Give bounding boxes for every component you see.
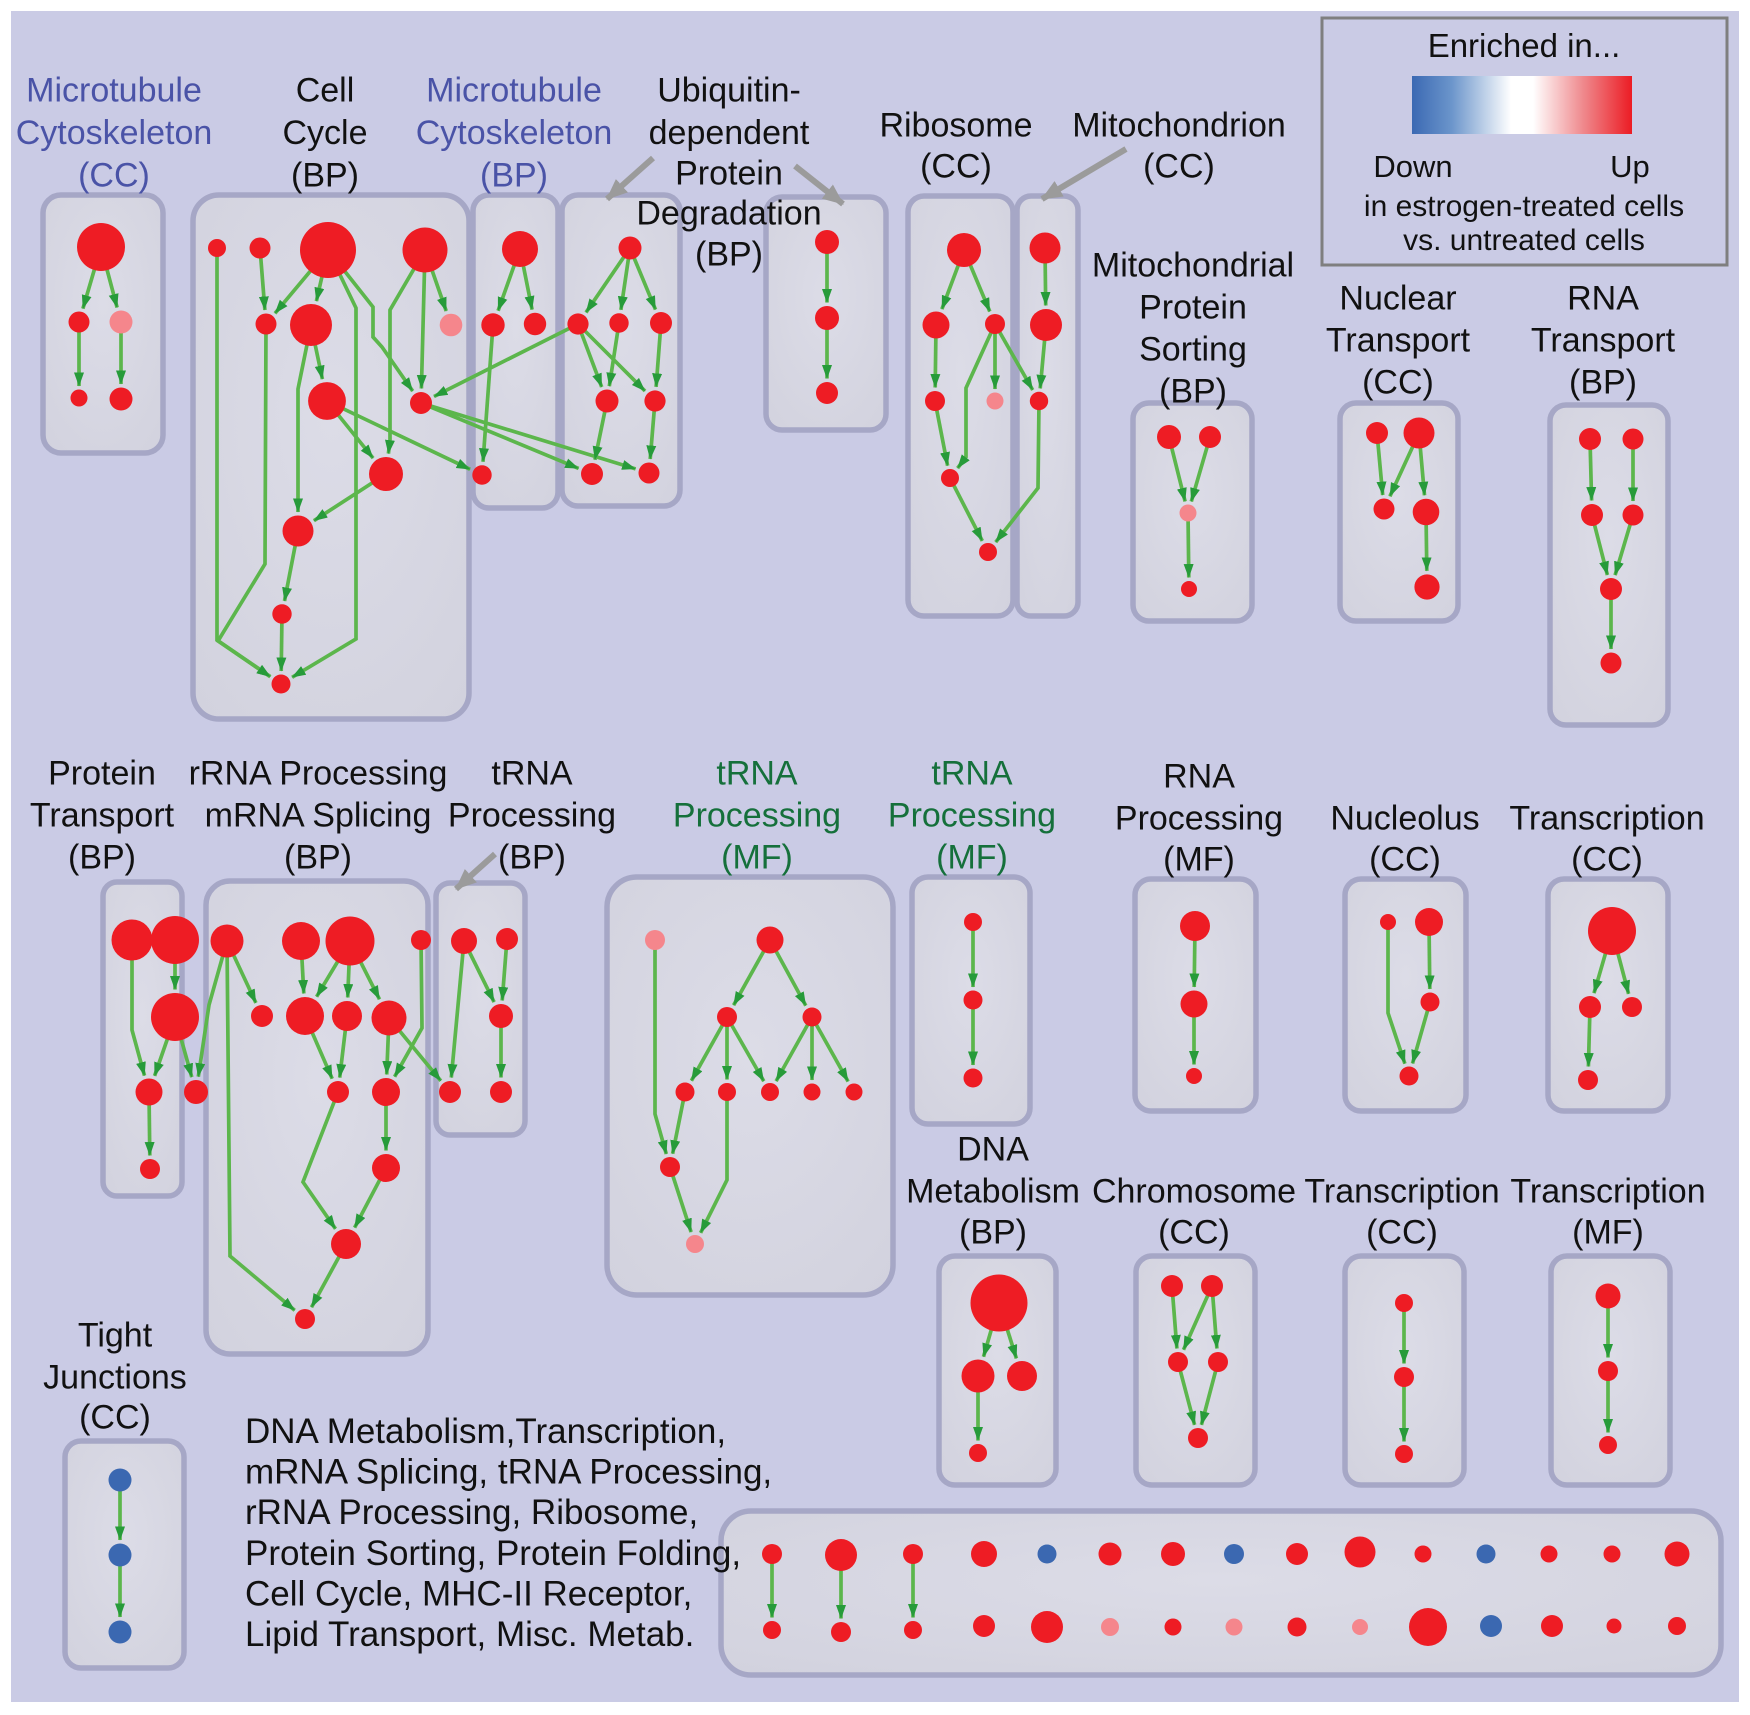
svg-text:(CC): (CC) xyxy=(1143,148,1215,186)
svg-text:(BP): (BP) xyxy=(1569,364,1637,402)
svg-text:(CC): (CC) xyxy=(1571,841,1643,879)
svg-text:Degradation: Degradation xyxy=(636,195,821,233)
svg-text:DNA Metabolism,Transcription,: DNA Metabolism,Transcription, xyxy=(245,1412,726,1451)
svg-text:Transport: Transport xyxy=(30,797,175,835)
svg-text:(BP): (BP) xyxy=(480,157,548,195)
svg-text:(CC): (CC) xyxy=(920,148,992,186)
svg-text:(BP): (BP) xyxy=(68,839,136,877)
svg-text:Microtubule: Microtubule xyxy=(26,72,202,110)
svg-text:DNA: DNA xyxy=(957,1131,1029,1169)
svg-text:Cell Cycle, MHC-II Receptor,: Cell Cycle, MHC-II Receptor, xyxy=(245,1574,692,1613)
svg-text:(CC): (CC) xyxy=(1158,1214,1230,1252)
svg-text:Mitochondrial: Mitochondrial xyxy=(1092,247,1294,285)
svg-text:Protein: Protein xyxy=(1139,289,1247,327)
svg-text:(MF): (MF) xyxy=(721,839,793,877)
svg-text:Lipid Transport, Misc. Metab.: Lipid Transport, Misc. Metab. xyxy=(245,1615,694,1654)
svg-text:Transcription: Transcription xyxy=(1304,1173,1499,1211)
svg-text:Cell: Cell xyxy=(296,72,355,110)
svg-text:vs. untreated cells: vs. untreated cells xyxy=(1403,224,1645,257)
svg-text:Nucleolus: Nucleolus xyxy=(1330,800,1479,838)
svg-text:(CC): (CC) xyxy=(79,1399,151,1437)
svg-text:(BP): (BP) xyxy=(959,1214,1027,1252)
svg-text:Transcription: Transcription xyxy=(1509,800,1704,838)
svg-text:(BP): (BP) xyxy=(1159,373,1227,411)
svg-text:Enriched in...: Enriched in... xyxy=(1428,27,1621,64)
svg-text:in estrogen-treated cells: in estrogen-treated cells xyxy=(1364,190,1684,223)
svg-text:tRNA: tRNA xyxy=(716,755,798,793)
svg-text:(BP): (BP) xyxy=(695,236,763,274)
svg-text:Processing: Processing xyxy=(673,797,841,835)
svg-text:(MF): (MF) xyxy=(936,839,1008,877)
svg-text:Ribosome: Ribosome xyxy=(879,107,1032,145)
svg-text:RNA: RNA xyxy=(1163,758,1235,796)
svg-text:Metabolism: Metabolism xyxy=(906,1173,1080,1211)
svg-text:Chromosome: Chromosome xyxy=(1092,1173,1296,1211)
svg-text:(CC): (CC) xyxy=(1369,841,1441,879)
svg-text:(CC): (CC) xyxy=(1362,364,1434,402)
svg-text:Transport: Transport xyxy=(1326,322,1471,360)
svg-text:(BP): (BP) xyxy=(291,157,359,195)
svg-text:Ubiquitin-: Ubiquitin- xyxy=(657,72,801,110)
svg-text:Processing: Processing xyxy=(888,797,1056,835)
svg-text:Mitochondrion: Mitochondrion xyxy=(1072,107,1286,145)
svg-text:rRNA Processing, Ribosome,: rRNA Processing, Ribosome, xyxy=(245,1493,698,1532)
svg-text:Sorting: Sorting xyxy=(1139,331,1247,369)
svg-text:Cycle: Cycle xyxy=(282,114,367,152)
svg-text:Junctions: Junctions xyxy=(43,1359,187,1397)
svg-text:(BP): (BP) xyxy=(284,839,352,877)
svg-text:Cytoskeleton: Cytoskeleton xyxy=(16,114,213,152)
svg-text:dependent: dependent xyxy=(649,114,810,152)
svg-text:mRNA Splicing: mRNA Splicing xyxy=(205,797,432,835)
svg-text:Transcription: Transcription xyxy=(1510,1173,1705,1211)
svg-text:Microtubule: Microtubule xyxy=(426,72,602,110)
svg-text:Processing: Processing xyxy=(1115,800,1283,838)
svg-text:rRNA Processing: rRNA Processing xyxy=(189,755,448,793)
svg-text:RNA: RNA xyxy=(1567,280,1639,318)
svg-text:mRNA Splicing, tRNA Processing: mRNA Splicing, tRNA Processing, xyxy=(245,1453,772,1492)
svg-text:Cytoskeleton: Cytoskeleton xyxy=(416,114,613,152)
svg-text:(BP): (BP) xyxy=(498,839,566,877)
svg-text:(CC): (CC) xyxy=(78,157,150,195)
svg-text:(MF): (MF) xyxy=(1572,1214,1644,1252)
svg-text:Processing: Processing xyxy=(448,797,616,835)
svg-text:Protein: Protein xyxy=(675,155,783,193)
svg-text:Tight: Tight xyxy=(78,1317,153,1355)
svg-text:Up: Up xyxy=(1610,149,1650,184)
svg-text:Protein Sorting, Protein Foldi: Protein Sorting, Protein Folding, xyxy=(245,1534,741,1573)
svg-text:tRNA: tRNA xyxy=(931,755,1013,793)
svg-text:(CC): (CC) xyxy=(1366,1214,1438,1252)
svg-text:(MF): (MF) xyxy=(1163,841,1235,879)
svg-text:tRNA: tRNA xyxy=(491,755,573,793)
svg-text:Down: Down xyxy=(1373,149,1452,184)
svg-text:Transport: Transport xyxy=(1531,322,1676,360)
svg-text:Protein: Protein xyxy=(48,755,156,793)
svg-text:Nuclear: Nuclear xyxy=(1339,280,1456,318)
